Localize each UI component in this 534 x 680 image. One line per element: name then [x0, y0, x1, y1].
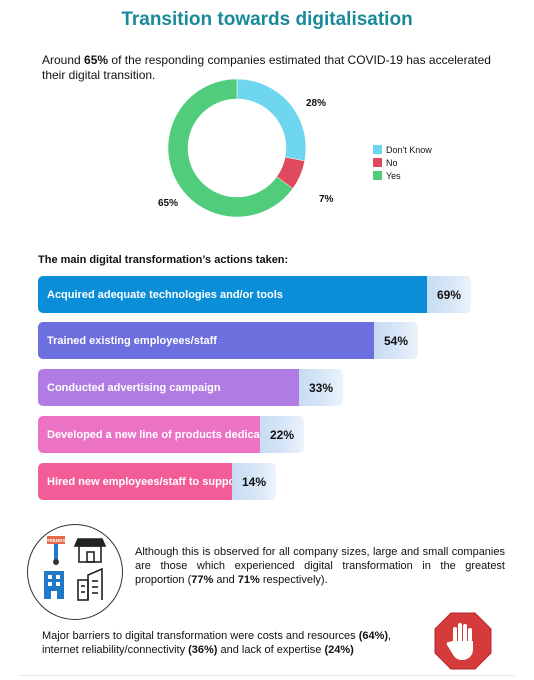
shop-icon: [73, 538, 107, 563]
barriers-mid1: , internet reliability/connectivity: [42, 630, 392, 656]
company-size-note: Although this is observed for all compan…: [135, 545, 505, 587]
legend-label: Don't Know: [386, 144, 432, 155]
note-mid: and: [213, 574, 238, 586]
legend-swatch: [373, 171, 382, 180]
city-building-icon: [77, 567, 103, 601]
store-sign-icon: TRENDS: [47, 536, 66, 565]
sign-text: TRENDS: [47, 538, 66, 543]
barriers-p2: (36%): [188, 644, 218, 656]
bar-row: Trained existing employees/staff 54%: [38, 322, 418, 359]
chart-legend: Don't Know No Yes: [373, 143, 432, 182]
note-pre: Although this is observed for all compan…: [135, 546, 505, 586]
intro-text: Around 65% of the responding companies e…: [42, 53, 492, 83]
bar-value-label: 33%: [299, 369, 343, 406]
bar-row: Acquired adequate technologies and/or to…: [38, 276, 471, 313]
bar: Trained existing employees/staff: [38, 322, 380, 359]
bar-row: Hired new employees/staff to support the…: [38, 463, 379, 500]
note-post: respectively).: [259, 574, 328, 586]
intro-highlight: 65%: [84, 53, 109, 67]
legend-item-yes: Yes: [373, 169, 432, 182]
bar-row: Developed a new line of products dedicat…: [38, 416, 367, 453]
label-no: 7%: [319, 194, 334, 205]
slice-yes: [167, 78, 294, 218]
note-p1: 77%: [191, 574, 214, 586]
legend-label: No: [386, 157, 398, 168]
barriers-p1: (64%): [358, 630, 389, 642]
stop-hand-icon: [434, 612, 492, 670]
barriers-p3: (24%): [324, 644, 354, 656]
legend-swatch: [373, 158, 382, 167]
legend-swatch: [373, 145, 382, 154]
bar-row: Conducted advertising campaign 33%: [38, 369, 343, 406]
donut-chart: [167, 78, 307, 218]
page-title: Transition towards digitalisation: [121, 9, 413, 30]
legend-item-dont-know: Don't Know: [373, 143, 432, 156]
legend-label: Yes: [386, 170, 401, 181]
bar-value-label: 22%: [260, 416, 304, 453]
bottom-divider: [20, 675, 514, 676]
intro-post: of the responding companies estimated th…: [42, 53, 491, 82]
bar: Hired new employees/staff to support the…: [38, 463, 379, 500]
bar-value-label: 69%: [427, 276, 471, 313]
actions-heading: The main digital transformation’s action…: [38, 254, 289, 266]
bar: Acquired adequate technologies and/or to…: [38, 276, 433, 313]
intro-pre: Around: [42, 53, 85, 67]
legend-item-no: No: [373, 156, 432, 169]
label-yes: 65%: [158, 198, 179, 209]
business-icons-circle: TRENDS: [27, 524, 123, 620]
bar-value-label: 14%: [232, 463, 276, 500]
business-icons: TRENDS: [44, 536, 107, 601]
slice-dont-know: [236, 78, 307, 162]
note-p2: 71%: [237, 574, 260, 586]
bar-value-label: 54%: [374, 322, 418, 359]
barriers-mid2: and lack of expertise: [217, 644, 325, 656]
office-building-icon: [44, 571, 64, 599]
bar: Developed a new line of products dedicat…: [38, 416, 367, 453]
barriers-text: Major barriers to digital transformation…: [42, 629, 422, 657]
barriers-pre: Major barriers to digital transformation…: [42, 630, 359, 642]
label-dont-know: 28%: [306, 98, 327, 109]
bar: Conducted advertising campaign: [38, 369, 305, 406]
